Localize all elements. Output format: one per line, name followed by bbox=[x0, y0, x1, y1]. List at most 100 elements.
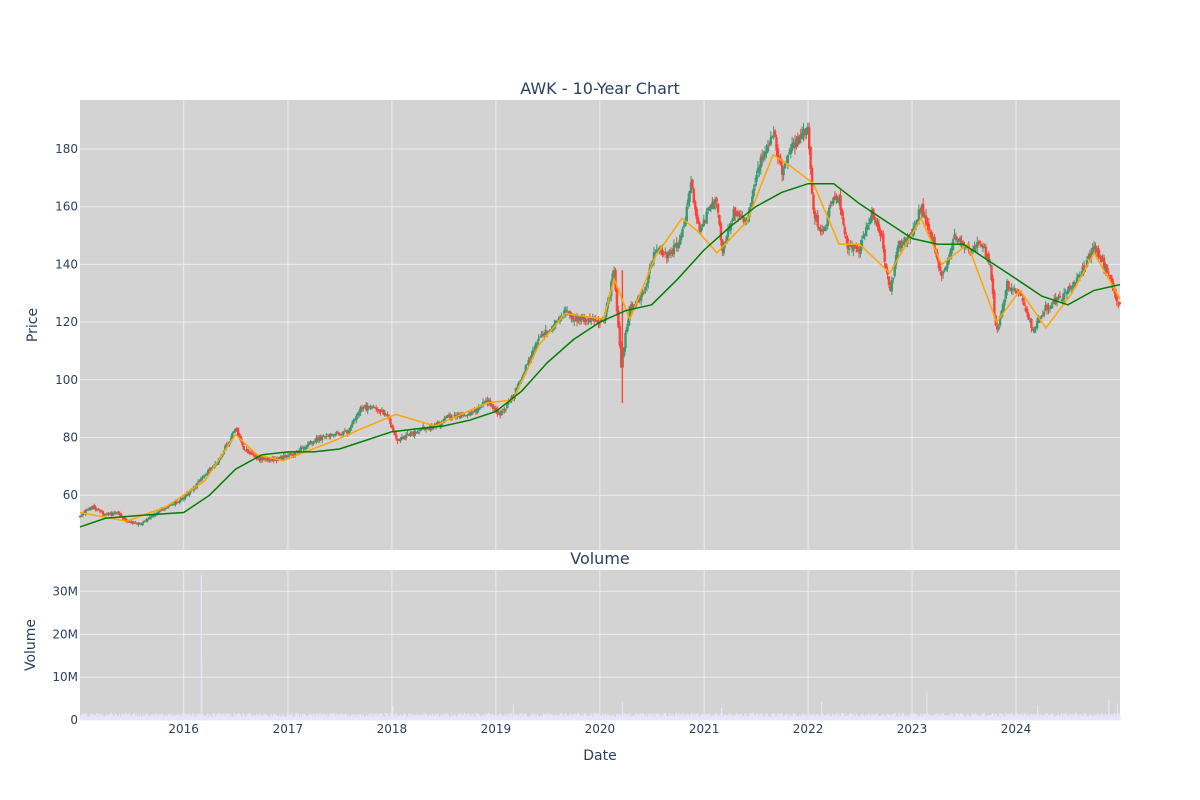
volume-bar bbox=[1101, 715, 1103, 720]
volume-bar bbox=[166, 715, 167, 720]
candle-body bbox=[543, 332, 546, 336]
volume-bar bbox=[295, 713, 297, 720]
volume-bar bbox=[356, 716, 358, 720]
volume-bar bbox=[917, 716, 919, 720]
volume-bar bbox=[628, 713, 630, 720]
candle-body bbox=[1095, 248, 1099, 253]
volume-bar bbox=[324, 713, 326, 720]
volume-bar bbox=[842, 713, 844, 720]
volume-bar bbox=[511, 716, 513, 720]
volume-bar bbox=[805, 714, 807, 720]
volume-bar bbox=[250, 715, 252, 720]
volume-bar bbox=[384, 716, 386, 720]
volume-bar bbox=[404, 712, 406, 720]
volume-bar bbox=[111, 714, 113, 720]
volume-bar bbox=[612, 714, 614, 720]
volume-bar bbox=[798, 714, 800, 720]
candle-body bbox=[171, 504, 174, 506]
candle-body bbox=[944, 266, 948, 270]
volume-bar bbox=[535, 717, 537, 720]
candle-body bbox=[118, 513, 122, 516]
volume-bar bbox=[750, 713, 752, 720]
volume-bar bbox=[497, 716, 498, 720]
candle-body bbox=[876, 221, 879, 227]
volume-bar bbox=[607, 715, 609, 720]
volume-bar bbox=[544, 714, 546, 720]
volume-bar bbox=[461, 715, 463, 720]
candle-body bbox=[500, 411, 503, 416]
volume-bar bbox=[230, 713, 232, 720]
candle-body bbox=[379, 409, 382, 413]
volume-bar bbox=[268, 717, 270, 720]
volume-bar bbox=[1013, 715, 1015, 720]
volume-bar bbox=[912, 714, 914, 720]
volume-bar bbox=[160, 714, 162, 720]
volume-bar bbox=[456, 717, 457, 720]
candle-body bbox=[1081, 266, 1084, 277]
volume-bar bbox=[768, 716, 770, 720]
volume-bar bbox=[356, 716, 358, 720]
volume-bar bbox=[632, 714, 633, 720]
volume-bar bbox=[387, 713, 388, 720]
volume-bar bbox=[738, 714, 740, 720]
volume-bar bbox=[325, 715, 327, 720]
volume-bar bbox=[794, 716, 796, 720]
volume-bar bbox=[639, 713, 641, 720]
volume-bar bbox=[896, 716, 898, 720]
volume-bar bbox=[717, 715, 719, 720]
candle-body bbox=[310, 441, 314, 444]
volume-bar bbox=[179, 714, 181, 720]
volume-bar bbox=[1026, 716, 1028, 720]
volume-bar bbox=[369, 713, 371, 720]
volume-bar bbox=[257, 713, 259, 720]
volume-bar bbox=[851, 713, 853, 720]
volume-bar bbox=[978, 715, 980, 720]
volume-bar bbox=[82, 715, 84, 720]
volume-bar bbox=[505, 716, 507, 720]
volume-bar bbox=[256, 713, 257, 720]
candle-body bbox=[526, 364, 529, 366]
candle-body bbox=[124, 518, 127, 521]
candle-body bbox=[751, 196, 754, 204]
volume-bar bbox=[559, 714, 561, 720]
volume-bar bbox=[184, 717, 186, 720]
volume-bar bbox=[413, 715, 415, 720]
volume-bar bbox=[818, 716, 820, 720]
volume-bar bbox=[341, 714, 343, 720]
volume-bar bbox=[329, 715, 331, 720]
candle-body bbox=[101, 511, 104, 515]
volume-bar bbox=[105, 715, 106, 720]
volume-bar bbox=[1114, 716, 1116, 720]
candle-body bbox=[199, 478, 203, 481]
volume-bar bbox=[719, 714, 721, 720]
volume-bar bbox=[1080, 716, 1082, 720]
volume-bar bbox=[490, 714, 492, 720]
candle-body bbox=[486, 400, 489, 403]
volume-bar bbox=[484, 716, 486, 720]
candle-body bbox=[780, 165, 784, 175]
candle-body bbox=[681, 229, 684, 238]
volume-bar bbox=[982, 712, 984, 720]
volume-bar bbox=[1043, 714, 1045, 720]
volume-bar bbox=[346, 715, 348, 720]
volume-bar bbox=[766, 716, 768, 720]
volume-bar bbox=[506, 714, 508, 720]
volume-bar bbox=[527, 716, 529, 720]
volume-bar bbox=[863, 716, 865, 720]
volume-bar bbox=[706, 714, 708, 720]
volume-bar bbox=[992, 713, 994, 720]
volume-bar bbox=[197, 714, 199, 720]
candle-body bbox=[537, 338, 540, 341]
volume-bar bbox=[252, 714, 254, 720]
volume-bar bbox=[1076, 713, 1078, 720]
volume-bar bbox=[968, 714, 970, 720]
volume-bar bbox=[226, 713, 228, 720]
volume-bar bbox=[339, 714, 341, 720]
volume-bar bbox=[483, 716, 485, 720]
volume-bar bbox=[960, 712, 962, 720]
volume-bar bbox=[288, 715, 290, 720]
volume-bar bbox=[797, 715, 799, 720]
volume-bar bbox=[904, 714, 906, 720]
volume-bar bbox=[194, 716, 196, 720]
